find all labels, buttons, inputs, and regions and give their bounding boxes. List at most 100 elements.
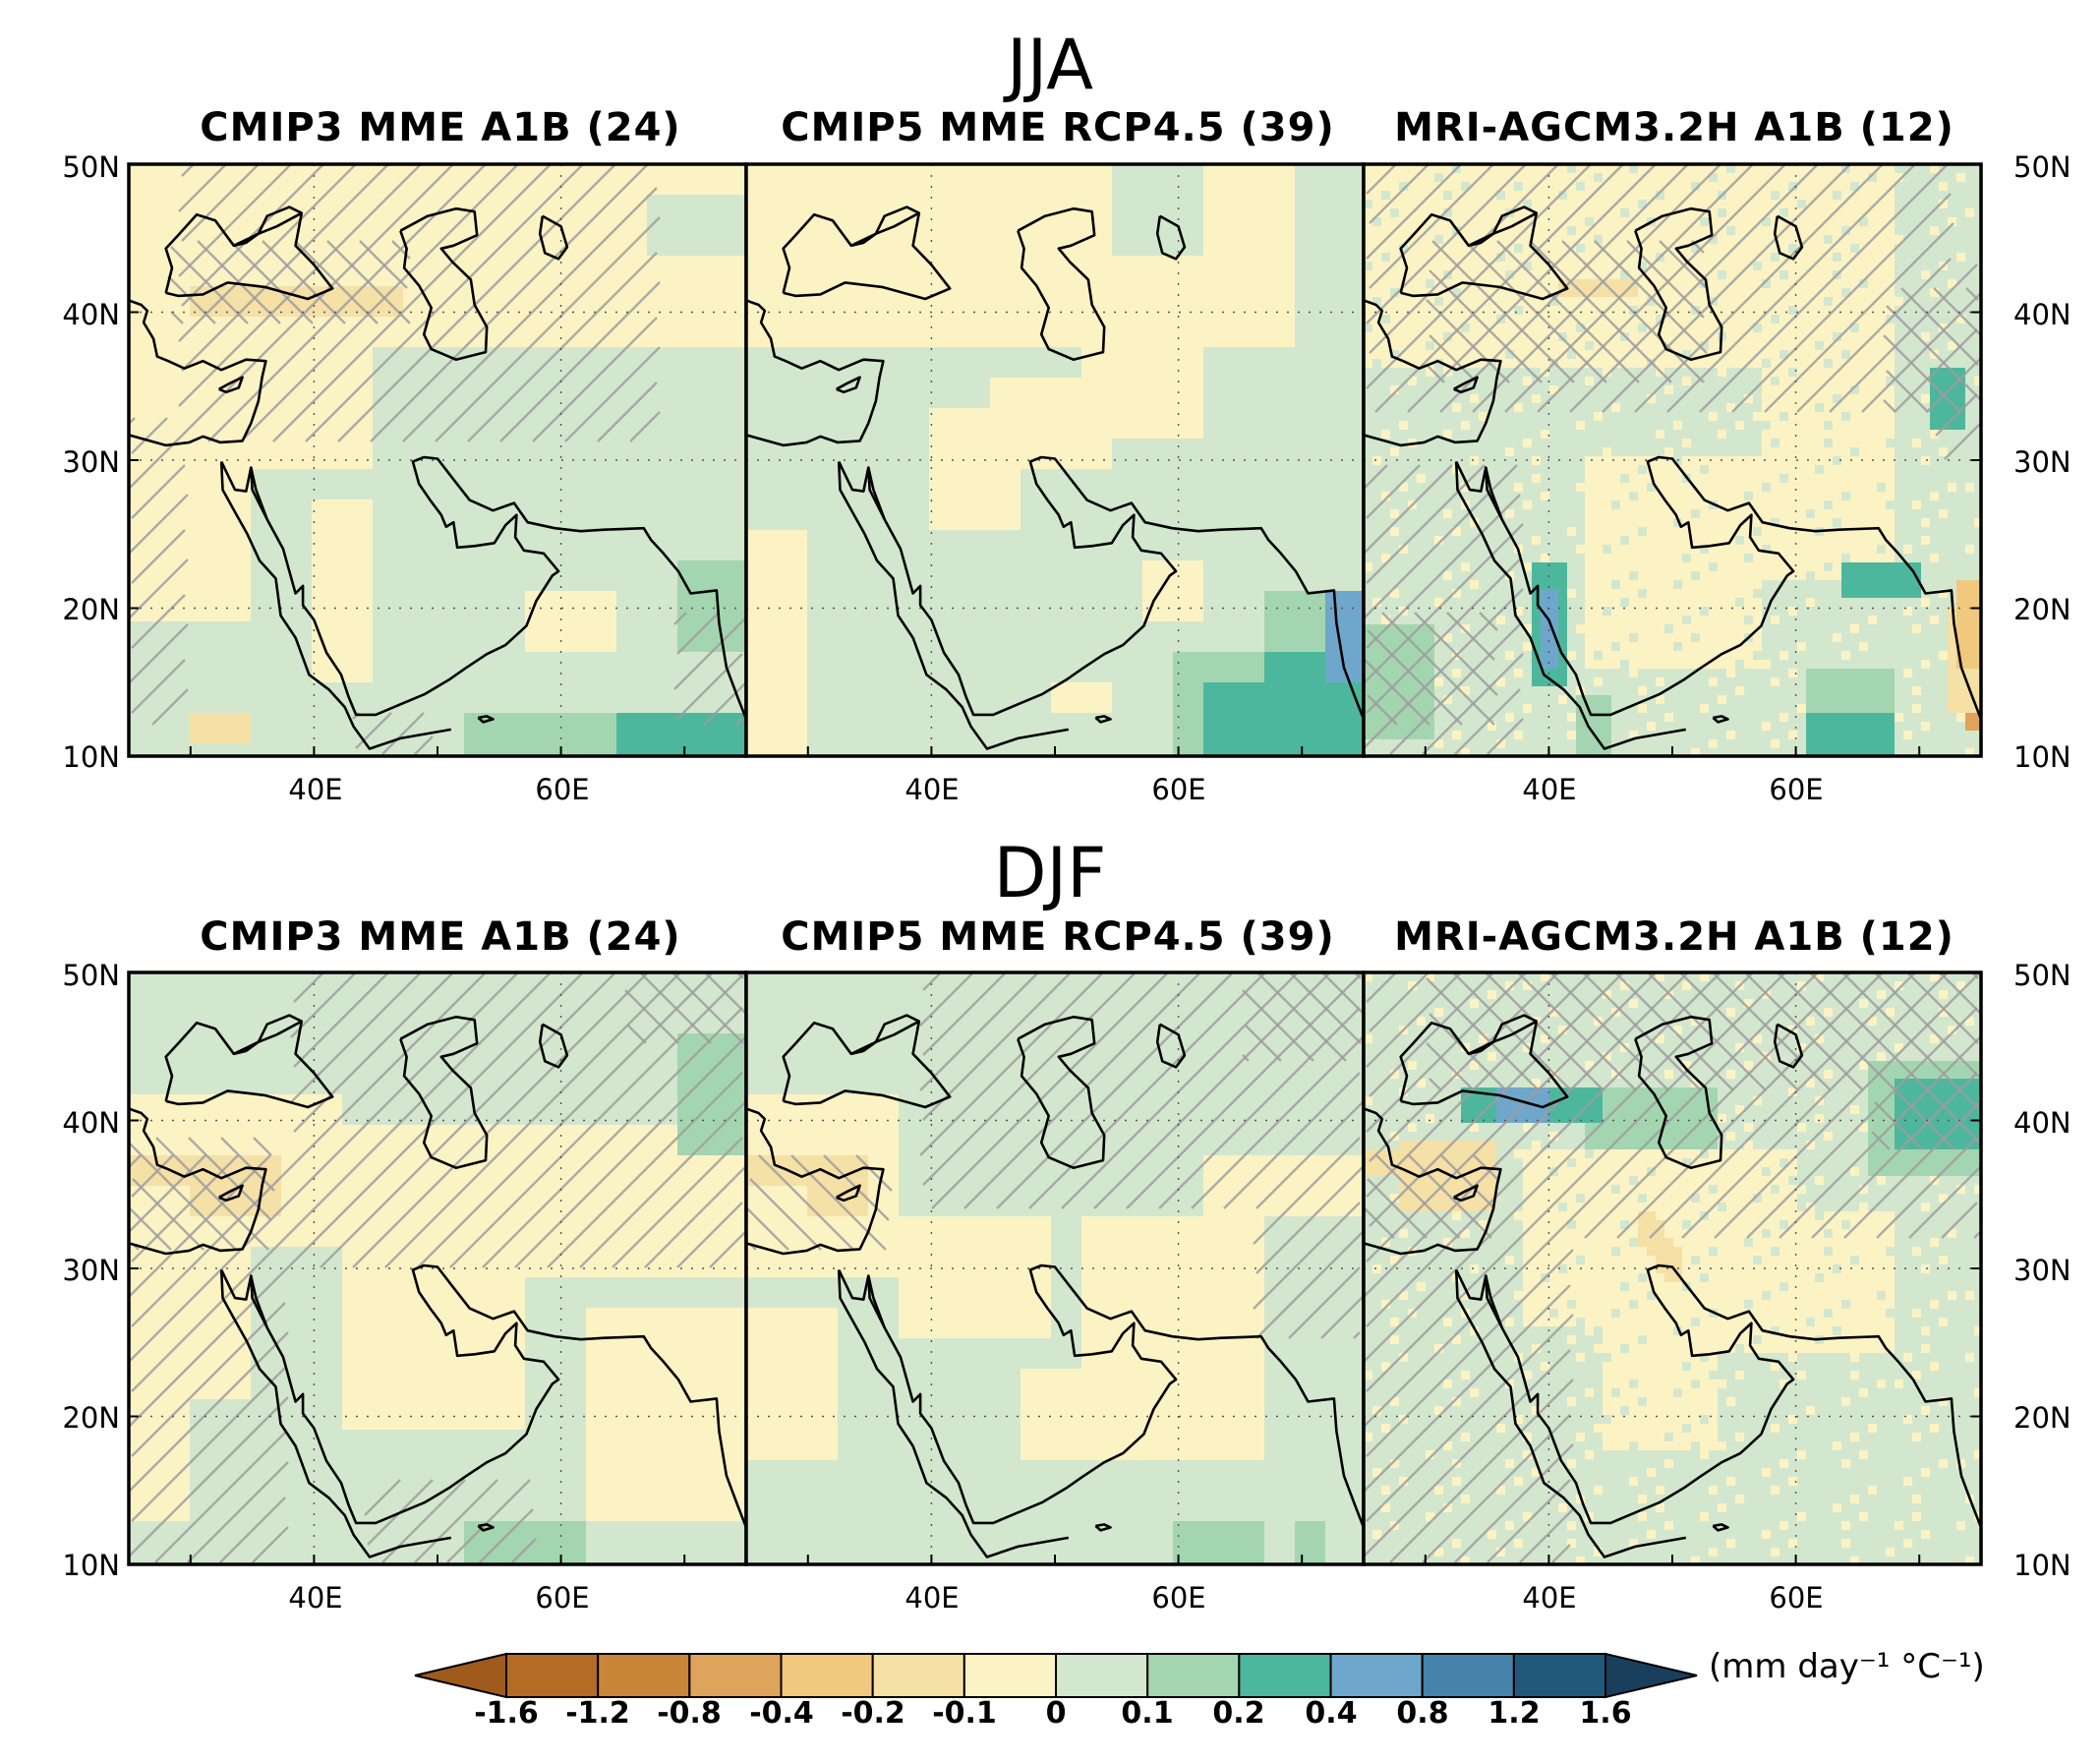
grid-cell bbox=[1479, 633, 1488, 643]
grid-cell bbox=[1234, 469, 1265, 500]
grid-cell bbox=[586, 439, 617, 470]
grid-cell bbox=[1718, 244, 1727, 254]
grid-cell bbox=[1903, 208, 1913, 218]
grid-cell bbox=[1505, 642, 1515, 652]
grid-cell bbox=[1939, 244, 1949, 254]
grid-cell bbox=[1381, 536, 1391, 546]
grid-cell bbox=[1726, 421, 1736, 431]
grid-cell bbox=[1585, 509, 1595, 519]
grid-cell bbox=[1558, 669, 1568, 678]
grid-cell bbox=[1558, 200, 1568, 209]
grid-cell bbox=[1735, 580, 1745, 590]
grid-cell bbox=[1815, 492, 1825, 501]
grid-cell bbox=[1744, 580, 1754, 590]
grid-cell bbox=[1656, 474, 1665, 484]
grid-cell bbox=[1629, 633, 1639, 643]
grid-cell bbox=[1399, 394, 1409, 404]
grid-cell bbox=[1903, 217, 1913, 227]
grid-cell bbox=[899, 164, 930, 196]
grid-cell bbox=[1629, 456, 1639, 466]
grid-cell bbox=[838, 560, 869, 592]
grid-cell bbox=[1656, 633, 1665, 643]
grid-cell bbox=[1797, 509, 1807, 519]
grid-cell bbox=[1576, 642, 1586, 652]
grid-cell bbox=[1611, 377, 1621, 386]
grid-cell bbox=[1886, 500, 1896, 510]
grid-cell bbox=[1417, 244, 1427, 254]
grid-cell bbox=[312, 378, 343, 409]
grid-cell bbox=[1264, 713, 1296, 744]
grid-cell bbox=[1744, 182, 1754, 192]
grid-cell bbox=[1656, 651, 1665, 661]
grid-cell bbox=[1549, 341, 1559, 351]
grid-cell bbox=[1408, 191, 1418, 201]
grid-cell bbox=[1295, 408, 1326, 440]
grid-cell bbox=[1611, 580, 1621, 590]
grid-cell bbox=[1664, 518, 1674, 528]
grid-cell bbox=[1417, 598, 1427, 608]
grid-cell bbox=[1877, 368, 1887, 378]
grid-cell bbox=[1620, 403, 1630, 413]
grid-cell bbox=[1647, 447, 1657, 457]
grid-cell bbox=[1806, 518, 1816, 528]
grid-cell bbox=[1824, 385, 1834, 395]
grid-cell bbox=[251, 530, 282, 561]
grid-cell bbox=[1735, 182, 1745, 192]
grid-cell bbox=[1470, 456, 1480, 466]
grid-cell bbox=[1886, 173, 1896, 183]
grid-cell bbox=[1948, 554, 1957, 563]
grid-cell bbox=[555, 256, 587, 287]
grid-cell bbox=[342, 439, 374, 470]
grid-cell bbox=[1850, 306, 1860, 316]
grid-cell bbox=[1629, 598, 1639, 608]
grid-cell bbox=[777, 713, 808, 744]
grid-cell bbox=[464, 347, 496, 379]
grid-cell bbox=[1682, 173, 1692, 183]
grid-cell bbox=[1399, 430, 1409, 440]
grid-cell bbox=[1682, 306, 1692, 316]
grid-cell bbox=[1647, 509, 1657, 519]
grid-cell bbox=[1558, 412, 1568, 422]
grid-cell bbox=[1921, 571, 1931, 581]
grid-cell bbox=[1939, 377, 1949, 386]
grid-cell bbox=[1514, 182, 1524, 192]
grid-cell bbox=[1877, 492, 1887, 501]
grid-cell bbox=[1895, 642, 1904, 652]
grid-cell bbox=[1629, 545, 1639, 555]
grid-cell bbox=[159, 682, 191, 714]
grid-cell bbox=[1850, 580, 1860, 590]
grid-cell bbox=[1656, 394, 1665, 404]
grid-cell bbox=[1390, 368, 1400, 378]
grid-cell bbox=[616, 439, 648, 470]
grid-cell bbox=[1850, 545, 1860, 555]
grid-cell bbox=[1939, 527, 1949, 537]
grid-cell bbox=[929, 530, 961, 561]
grid-cell bbox=[1691, 323, 1701, 333]
grid-cell bbox=[1603, 430, 1612, 440]
grid-cell bbox=[1806, 589, 1816, 599]
grid-cell bbox=[1081, 317, 1113, 348]
grid-cell bbox=[1620, 518, 1630, 528]
grid-cell bbox=[1647, 439, 1657, 448]
grid-cell bbox=[403, 621, 435, 653]
grid-cell bbox=[1505, 509, 1515, 519]
grid-cell bbox=[1399, 589, 1409, 599]
grid-cell bbox=[1021, 591, 1052, 622]
grid-cell bbox=[1173, 256, 1204, 287]
grid-cell bbox=[1381, 474, 1391, 484]
grid-cell bbox=[1470, 226, 1480, 236]
grid-cell bbox=[1815, 200, 1825, 209]
grid-cell bbox=[1505, 191, 1515, 201]
grid-cell bbox=[1726, 633, 1736, 643]
grid-cell bbox=[1762, 394, 1772, 404]
grid-cell bbox=[1576, 377, 1586, 386]
grid-cell bbox=[1295, 621, 1326, 653]
grid-cell bbox=[1771, 660, 1780, 670]
grid-cell bbox=[251, 652, 282, 683]
grid-cell bbox=[1797, 385, 1807, 395]
grid-cell bbox=[434, 225, 465, 257]
grid-cell bbox=[495, 560, 526, 592]
grid-cell bbox=[1523, 403, 1533, 413]
grid-cell bbox=[1859, 385, 1869, 395]
grid-cell bbox=[1603, 580, 1612, 590]
